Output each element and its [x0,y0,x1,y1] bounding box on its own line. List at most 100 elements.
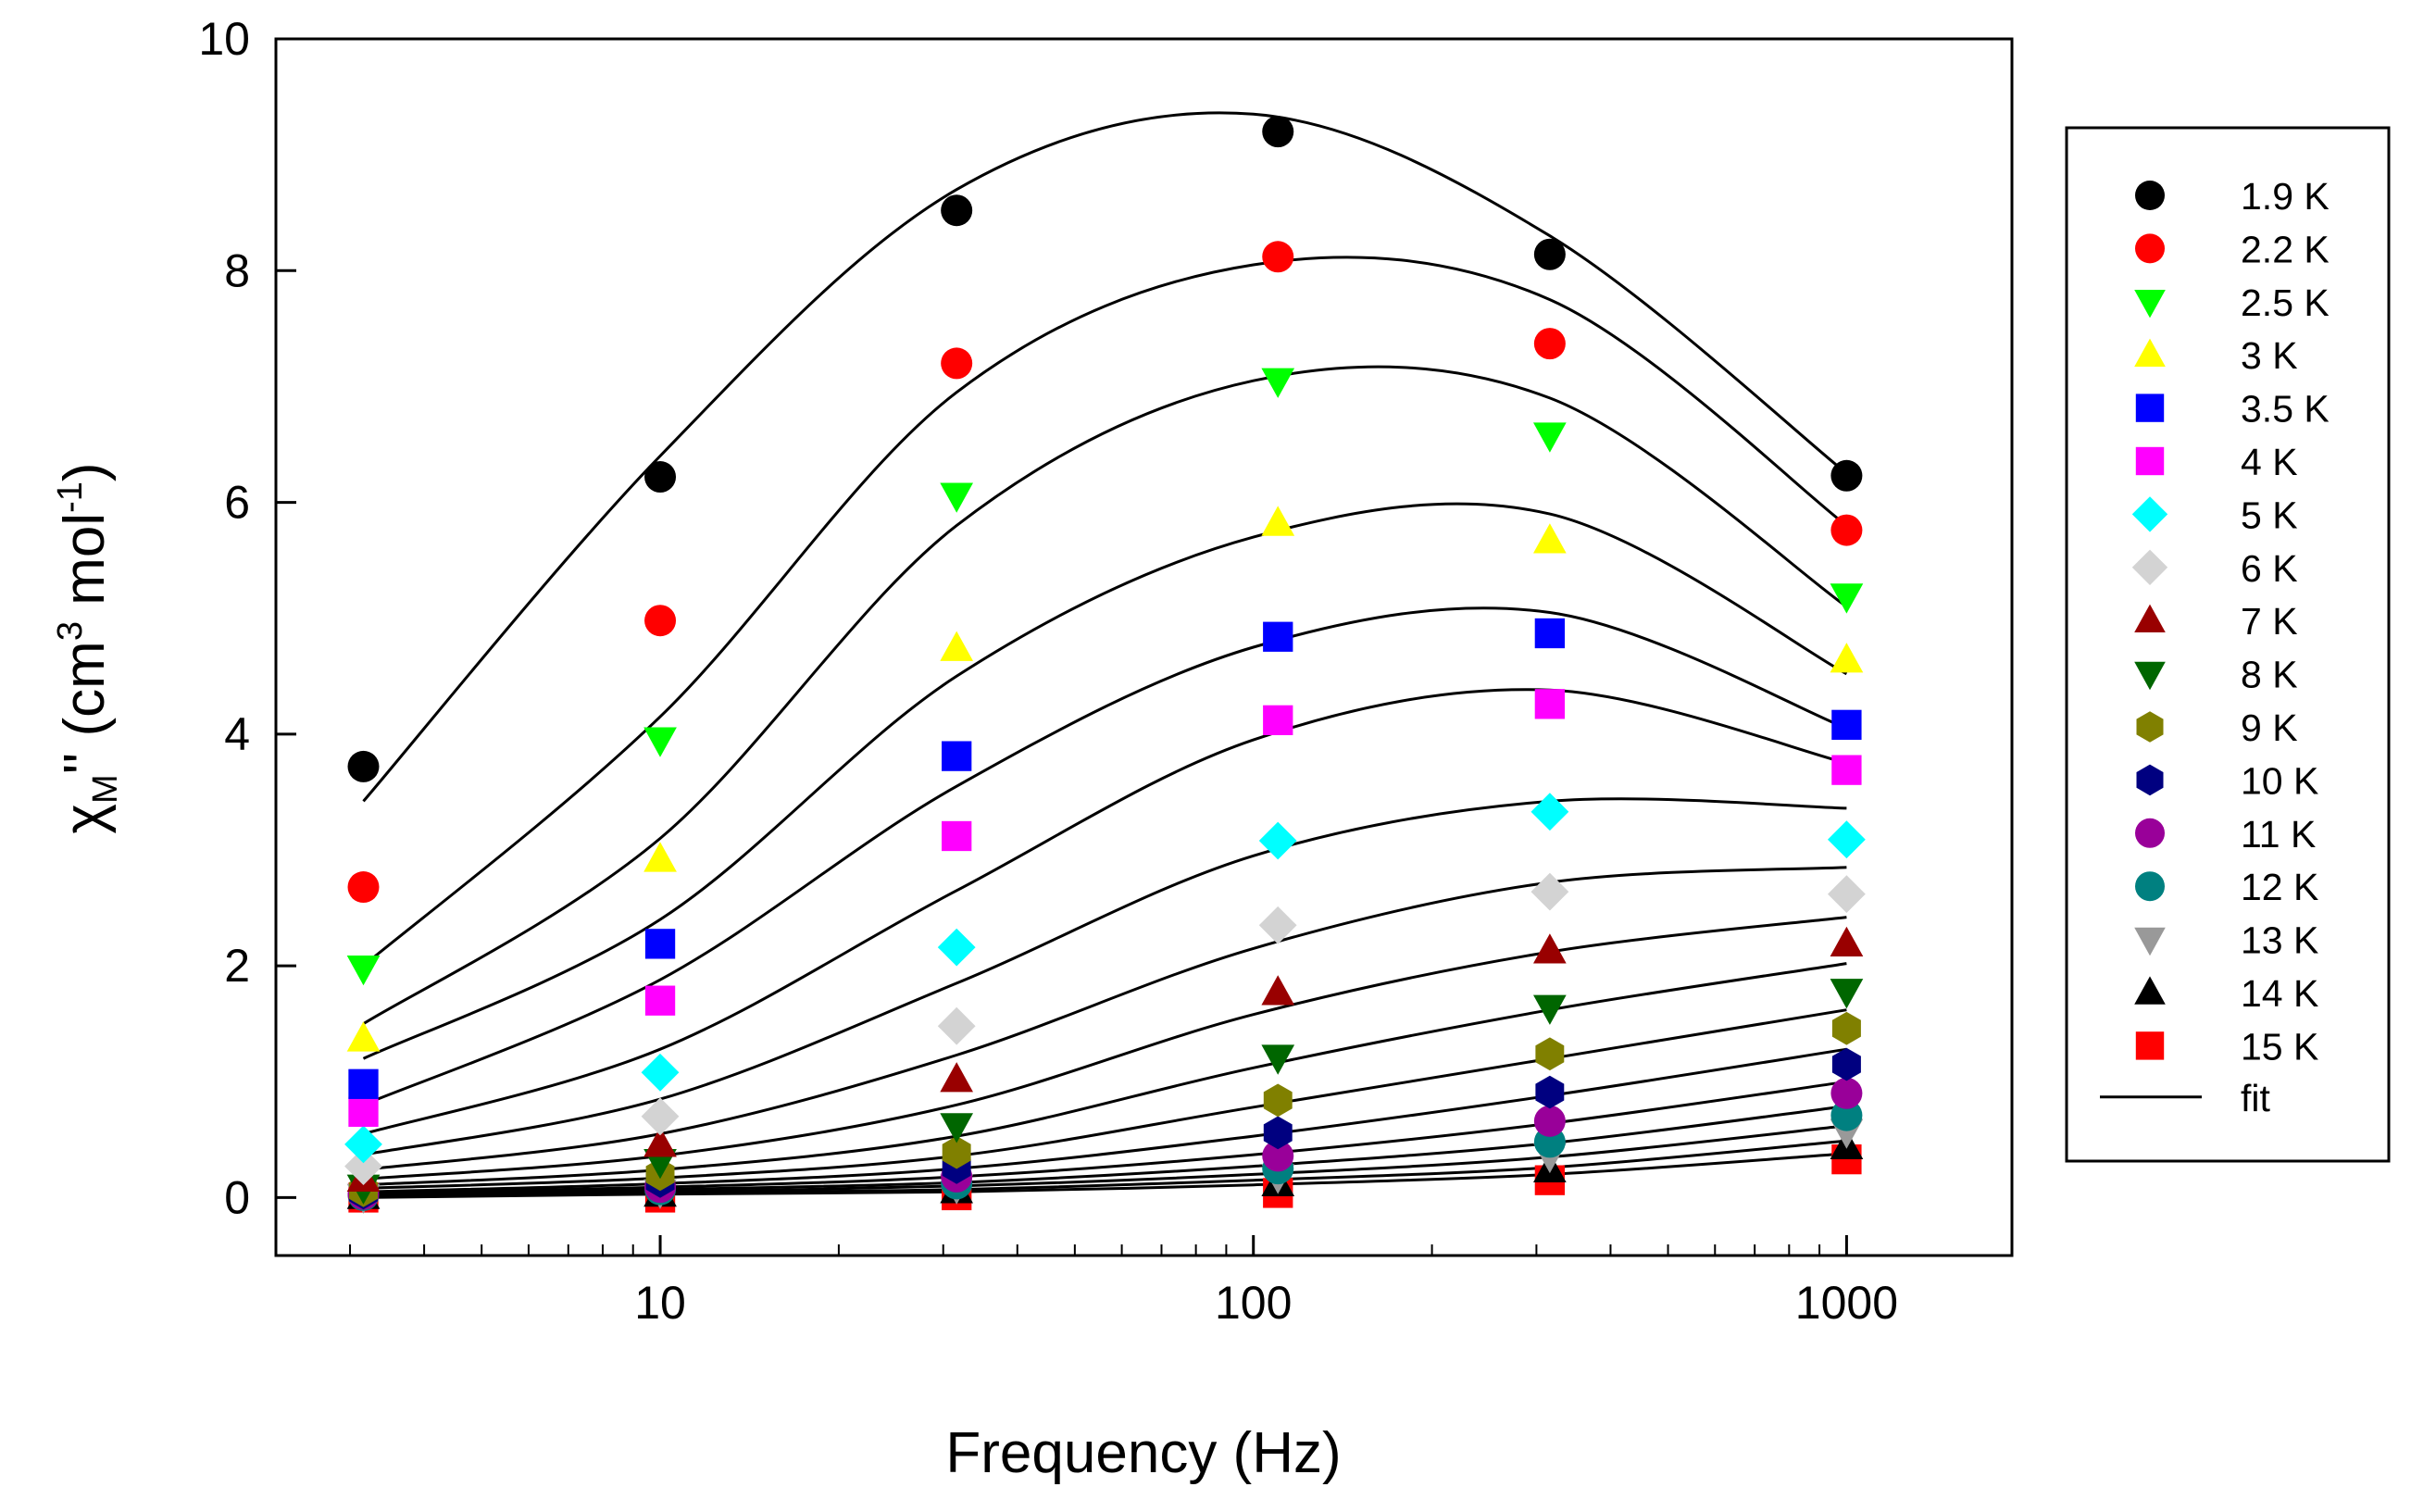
legend-label: 3 K [2241,334,2298,377]
data-point [1258,906,1297,944]
data-point [1831,1047,1861,1081]
y-tick-label: 6 [224,477,250,529]
x-tick-label: 10 [634,1277,686,1329]
data-point [1533,1105,1566,1137]
legend-label: 9 K [2241,706,2298,749]
data-point [344,1125,382,1164]
data-point [641,1053,680,1092]
data-points [344,116,1866,1214]
legend-label: 8 K [2241,654,2298,696]
data-point [937,1006,976,1045]
data-point [1530,872,1569,911]
x-axis: 10 100 1000 [349,1235,1898,1329]
data-point [1830,643,1864,673]
y-tick-label: 2 [224,940,250,992]
y-axis-title-sub: M [86,774,125,804]
data-point [1261,506,1295,536]
legend-label: 1.9 K [2241,175,2330,218]
data-point [940,1113,973,1143]
data-point [1262,1140,1294,1172]
data-point [1830,514,1863,546]
data-point [1830,926,1864,956]
data-point [1830,459,1863,492]
fit-curve [363,866,1847,1171]
data-point [347,871,380,904]
data-point [1533,422,1567,453]
data-point [346,956,381,986]
data-point [940,482,973,513]
data-point [643,727,677,757]
legend-label: 7 K [2241,600,2298,643]
fit-curve [363,1105,1847,1196]
y-axis-title-mid2: mol [53,513,117,621]
data-point [1830,583,1864,614]
data-point [644,461,677,494]
legend: 1.9 K 2.2 K 2.5 K 3 K 3.5 K 4 K 5 K 6 K 7 K 8 K 9 … [2100,175,2330,1119]
data-point [1831,1011,1861,1045]
data-point [1263,1116,1293,1150]
legend-marker [2135,871,2165,902]
fit-curve [363,1047,1847,1193]
data-point [643,1127,677,1157]
plot-frame [274,37,2014,1257]
data-point [1534,689,1566,719]
legend-marker [2135,446,2165,476]
data-point [1261,368,1295,398]
data-point [347,750,380,782]
data-point [1530,793,1569,831]
x-axis-title: Frequency (Hz) [945,1421,1341,1485]
x-tick-label: 1000 [1795,1277,1898,1329]
legend-marker [2134,338,2166,367]
data-point [1830,1077,1863,1109]
y-axis-title-sup2: -1 [51,481,90,513]
legend-label: 15 K [2241,1025,2318,1068]
data-point [1533,994,1567,1025]
data-point [1828,875,1866,913]
data-point [1831,755,1862,785]
fit-curve [362,256,1848,968]
y-tick-label: 4 [224,708,250,760]
data-point [940,631,973,661]
legend-label: 12 K [2241,866,2318,908]
legend-label: 13 K [2241,919,2318,962]
data-point [942,820,972,852]
fit-curve [363,962,1847,1187]
legend-marker [2135,233,2165,264]
data-point [1261,1044,1295,1075]
data-point [1534,618,1566,649]
fit-curve [363,688,1847,1136]
fit-curve [363,1152,1847,1199]
fit-curve [363,916,1847,1181]
legend-label: 2.5 K [2241,281,2330,324]
legend-marker [2135,1031,2165,1060]
legend-label: 3.5 K [2241,388,2330,431]
legend-marker [2136,711,2164,743]
data-point [1535,1075,1565,1109]
data-point [937,928,976,967]
data-point [644,605,677,637]
fit-curve [362,365,1848,1025]
legend-marker [2136,764,2164,796]
data-point [1262,116,1294,148]
fit-curve [362,606,1847,1106]
data-point [1533,328,1566,360]
data-point [942,741,972,771]
data-point [641,1097,680,1136]
legend-marker [2135,181,2165,210]
data-point [346,1021,381,1052]
data-point [643,842,677,872]
data-point [1828,820,1866,859]
data-point [348,1068,379,1099]
data-point [941,194,973,227]
y-tick-label: 10 [198,13,250,65]
legend-label: 5 K [2241,494,2298,536]
data-point [942,1135,971,1169]
data-point [1262,241,1294,273]
legend-marker [2134,604,2166,632]
y-axis-title-sup1: 3 [51,621,90,641]
legend-marker [2131,549,2168,585]
y-axis-title-mid: '' (cm [53,641,117,774]
y-axis-title-end: ) [53,462,117,481]
legend-label: 14 K [2241,972,2318,1015]
data-point [1263,1083,1293,1118]
